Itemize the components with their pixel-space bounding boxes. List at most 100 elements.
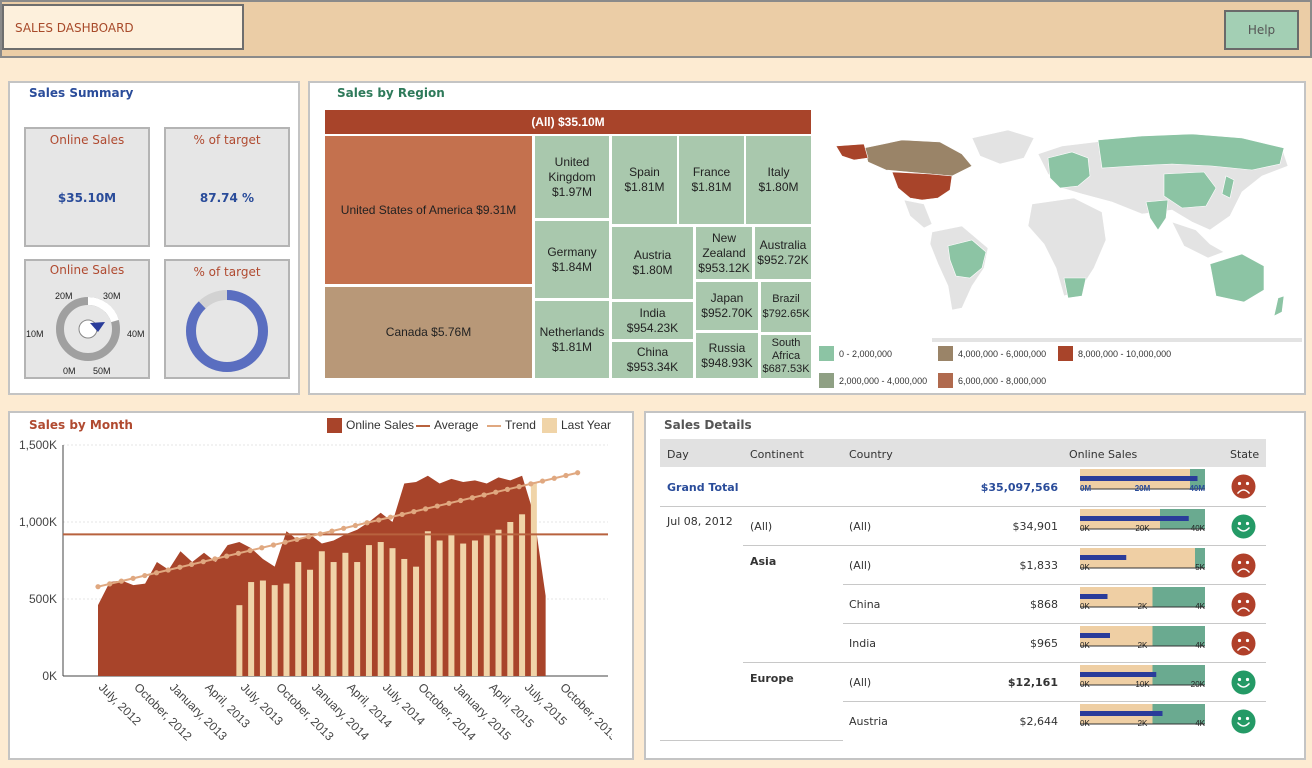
bullet-ticks: 0K 2K 4K bbox=[1080, 641, 1205, 658]
gauge-tick: 10M bbox=[26, 329, 44, 339]
bullet-tick-label: 4K bbox=[1195, 602, 1205, 611]
bullet-chart[interactable]: 0K 2K 4K bbox=[1080, 704, 1205, 728]
help-button[interactable]: Help bbox=[1224, 10, 1299, 50]
col-header-continent[interactable]: Continent bbox=[750, 448, 804, 461]
kpi-online-sales[interactable]: Online Sales $35.10M bbox=[24, 127, 150, 247]
bullet-tick-label: 20M bbox=[1134, 484, 1151, 493]
treemap-cell-usa[interactable]: United States of America $9.31M bbox=[325, 136, 532, 284]
chart-legend-trend[interactable]: Trend bbox=[487, 418, 536, 432]
treemap-cell-japan[interactable]: Japan $952.70K bbox=[696, 282, 758, 330]
bullet-chart[interactable]: 0K 2K 4K bbox=[1080, 587, 1205, 611]
bullet-ticks: 0K 20K 40K bbox=[1080, 524, 1205, 541]
map-legend-item: 0 - 2,000,000 bbox=[819, 346, 892, 361]
trend-point bbox=[551, 475, 557, 481]
col-header-state[interactable]: State bbox=[1230, 448, 1260, 461]
row-value: $1,833 bbox=[1019, 559, 1059, 572]
treemap-cell-netherlands[interactable]: Netherlands $1.81M bbox=[535, 301, 609, 378]
last-year-bar[interactable] bbox=[401, 558, 408, 676]
last-year-bar[interactable] bbox=[495, 529, 502, 676]
chart-legend-online-sales[interactable]: Online Sales bbox=[327, 418, 414, 434]
bullet-tick-label: 0K bbox=[1080, 524, 1090, 533]
map-europe bbox=[1047, 151, 1091, 189]
treemap-cell-uk[interactable]: United Kingdom $1.97M bbox=[535, 136, 609, 218]
last-year-bar[interactable] bbox=[236, 605, 243, 676]
last-year-bar[interactable] bbox=[424, 531, 431, 676]
legend-label: 6,000,000 - 8,000,000 bbox=[958, 375, 1047, 386]
bullet-bar bbox=[1080, 633, 1110, 638]
last-year-bar[interactable] bbox=[519, 514, 526, 676]
kpi-gauge[interactable]: Online Sales 20M 30M 10M 40M 0M 50M bbox=[24, 259, 150, 379]
bullet-chart[interactable]: 0K 10K 20K bbox=[1080, 665, 1205, 689]
bullet-tick-label: 5K bbox=[1195, 563, 1205, 572]
last-year-bar[interactable] bbox=[259, 580, 266, 676]
last-year-bar[interactable] bbox=[354, 562, 361, 676]
gauge-tick: 0M bbox=[63, 366, 76, 376]
bullet-chart[interactable]: 0K 5K bbox=[1080, 548, 1205, 572]
bullet-tick-label: 10K bbox=[1135, 680, 1150, 689]
bullet-chart[interactable]: 0M 20M 40M bbox=[1080, 469, 1205, 493]
last-year-bar[interactable] bbox=[483, 534, 490, 676]
trend-point bbox=[458, 497, 464, 504]
last-year-bar[interactable] bbox=[460, 543, 467, 676]
treemap-cell-india[interactable]: India $954.23K bbox=[612, 302, 693, 339]
last-year-bar[interactable] bbox=[507, 522, 514, 676]
treemap-cell-russia[interactable]: Russia $948.93K bbox=[696, 333, 758, 378]
treemap-all-header[interactable]: (All) $35.10M bbox=[325, 110, 811, 134]
sales-by-month-title: Sales by Month bbox=[29, 418, 133, 432]
last-year-bar[interactable] bbox=[342, 552, 349, 676]
gauge-tick: 50M bbox=[93, 366, 111, 376]
row-value: $868 bbox=[1030, 598, 1058, 611]
last-year-bar[interactable] bbox=[295, 562, 302, 676]
last-year-bar[interactable] bbox=[318, 551, 325, 676]
bullet-chart[interactable]: 0K 2K 4K bbox=[1080, 626, 1205, 650]
bullet-chart[interactable]: 0K 20K 40K bbox=[1080, 509, 1205, 533]
last-year-bar[interactable] bbox=[330, 562, 337, 676]
treemap-cell-austria[interactable]: Austria $1.80M bbox=[612, 227, 693, 299]
chart-legend-average[interactable]: Average bbox=[416, 418, 478, 432]
percent-target-donut bbox=[186, 290, 268, 372]
last-year-bar[interactable] bbox=[271, 585, 278, 676]
y-tick-label: 0K bbox=[42, 669, 57, 683]
last-year-bar[interactable] bbox=[471, 540, 478, 676]
trend-point bbox=[446, 500, 452, 506]
legend-label: 8,000,000 - 10,000,000 bbox=[1078, 348, 1172, 359]
treemap-cell-australia[interactable]: Australia $952.72K bbox=[755, 227, 811, 279]
last-year-bar[interactable] bbox=[413, 566, 420, 676]
col-header-day[interactable]: Day bbox=[667, 448, 689, 461]
row-continent: (All) bbox=[750, 520, 773, 533]
treemap-cell-germany[interactable]: Germany $1.84M bbox=[535, 221, 609, 298]
treemap-cell-brazil[interactable]: Brazil $792.65K bbox=[761, 282, 811, 332]
treemap-cell-france[interactable]: France $1.81M bbox=[679, 136, 744, 224]
trend-point bbox=[516, 484, 522, 490]
last-year-bar[interactable] bbox=[436, 540, 443, 676]
kpi-percent-target[interactable]: % of target 87.74 % bbox=[164, 127, 290, 247]
treemap-cell-italy[interactable]: Italy $1.80M bbox=[746, 136, 811, 224]
col-header-online-sales[interactable]: Online Sales bbox=[1069, 448, 1138, 461]
map-legend-item: 6,000,000 - 8,000,000 bbox=[938, 373, 1046, 388]
bullet-tick-label: 0K bbox=[1080, 680, 1090, 689]
world-map[interactable] bbox=[812, 118, 1304, 343]
treemap-cell-china[interactable]: China $953.34K bbox=[612, 342, 693, 378]
map-australia bbox=[1209, 253, 1265, 303]
last-year-bar[interactable] bbox=[530, 481, 537, 676]
last-year-bar[interactable] bbox=[365, 545, 372, 676]
bullet-tick-label: 0K bbox=[1080, 641, 1090, 650]
last-year-bar[interactable] bbox=[283, 583, 290, 676]
legend-swatch bbox=[487, 424, 501, 427]
last-year-bar[interactable] bbox=[377, 542, 384, 676]
kpi-donut[interactable]: % of target bbox=[164, 259, 290, 379]
chart-legend-last-year[interactable]: Last Year bbox=[542, 418, 611, 434]
col-header-country[interactable]: Country bbox=[849, 448, 893, 461]
trend-point bbox=[130, 575, 136, 581]
treemap-cell-spain[interactable]: Spain $1.81M bbox=[612, 136, 677, 224]
map-south-africa bbox=[1063, 277, 1087, 299]
last-year-bar[interactable] bbox=[248, 582, 255, 676]
treemap-cell-new-zealand[interactable]: New Zealand $953.12K bbox=[696, 227, 752, 279]
treemap-cell-canada[interactable]: Canada $5.76M bbox=[325, 287, 532, 378]
last-year-bar[interactable] bbox=[307, 569, 314, 676]
last-year-bar[interactable] bbox=[389, 548, 396, 676]
last-year-bar[interactable] bbox=[448, 534, 455, 676]
bullet-target-range bbox=[1080, 626, 1153, 646]
treemap-cell-south-africa[interactable]: South Africa $687.53K bbox=[761, 335, 811, 378]
